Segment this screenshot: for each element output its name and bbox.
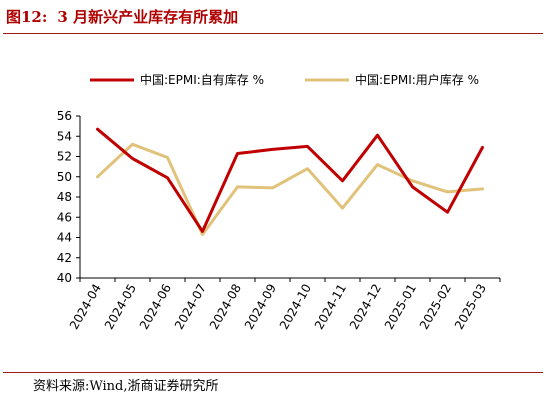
data-point bbox=[306, 145, 309, 148]
data-point bbox=[376, 163, 379, 166]
x-tick-label: 2025-03 bbox=[452, 282, 489, 332]
line-chart: 中国:EPMI:自有库存 % 中国:EPMI:用户库存 % 40 42 44 46 48 5… bbox=[57, 72, 501, 332]
x-tick-label: 2024-05 bbox=[102, 282, 139, 332]
legend-label-2: 中国:EPMI:用户库存 % bbox=[355, 72, 479, 87]
x-tick-label: 2024-11 bbox=[312, 282, 349, 332]
data-point bbox=[96, 175, 99, 178]
x-tick-label: 2025-01 bbox=[382, 282, 419, 332]
y-tick-label: 52 bbox=[57, 150, 72, 164]
data-point bbox=[481, 146, 484, 149]
x-axis: 2024-042024-052024-062024-072024-082024-… bbox=[67, 277, 501, 332]
x-tick-label: 2024-04 bbox=[67, 282, 104, 332]
x-tick-label: 2024-06 bbox=[137, 282, 174, 332]
y-tick-label: 48 bbox=[57, 190, 72, 204]
data-point bbox=[411, 185, 414, 189]
y-tick-label: 54 bbox=[57, 129, 72, 143]
data-point bbox=[131, 143, 134, 146]
data-point bbox=[236, 152, 239, 155]
chart-legend: 中国:EPMI:自有库存 % 中国:EPMI:用户库存 % bbox=[90, 72, 479, 87]
y-tick-label: 50 bbox=[57, 170, 72, 184]
y-axis: 40 42 44 46 48 50 52 54 56 bbox=[57, 109, 81, 285]
y-tick-label: 40 bbox=[57, 271, 72, 285]
series-line-1 bbox=[96, 127, 484, 233]
data-point bbox=[166, 176, 169, 179]
data-point bbox=[306, 167, 309, 170]
data-point bbox=[376, 134, 379, 137]
data-point bbox=[341, 206, 344, 210]
data-point bbox=[271, 148, 274, 151]
source-note: 资料来源:Wind,浙商证券研究所 bbox=[33, 379, 219, 394]
source-divider bbox=[3, 372, 543, 373]
y-tick-label: 46 bbox=[57, 210, 72, 224]
data-point bbox=[236, 185, 239, 189]
data-point bbox=[201, 233, 204, 236]
data-point bbox=[96, 128, 99, 131]
data-point bbox=[166, 156, 169, 159]
x-tick-label: 2024-09 bbox=[242, 282, 279, 332]
data-point bbox=[271, 186, 274, 190]
data-point bbox=[201, 230, 204, 233]
figure-label: 图12: bbox=[6, 8, 48, 26]
x-tick-label: 2025-02 bbox=[417, 282, 454, 332]
data-point bbox=[446, 211, 449, 214]
x-tick-label: 2024-12 bbox=[347, 282, 384, 332]
data-point bbox=[131, 157, 134, 160]
x-tick-label: 2024-10 bbox=[277, 282, 314, 332]
figure-title-text: 3 月新兴产业库存有所累加 bbox=[57, 8, 239, 26]
data-point bbox=[411, 179, 414, 182]
title-divider bbox=[3, 33, 543, 34]
y-tick-label: 42 bbox=[57, 251, 72, 265]
data-point bbox=[481, 187, 484, 191]
y-tick-label: 44 bbox=[57, 231, 72, 245]
x-tick-label: 2024-07 bbox=[172, 282, 209, 332]
data-point bbox=[446, 190, 449, 194]
x-tick-label: 2024-08 bbox=[207, 282, 244, 332]
series-line-2 bbox=[96, 142, 484, 236]
legend-label-1: 中国:EPMI:自有库存 % bbox=[140, 72, 264, 87]
figure-title: 图12: 3 月新兴产业库存有所累加 bbox=[6, 6, 238, 28]
y-tick-label: 56 bbox=[57, 109, 72, 123]
chart-series bbox=[96, 127, 484, 236]
data-point bbox=[341, 179, 344, 182]
